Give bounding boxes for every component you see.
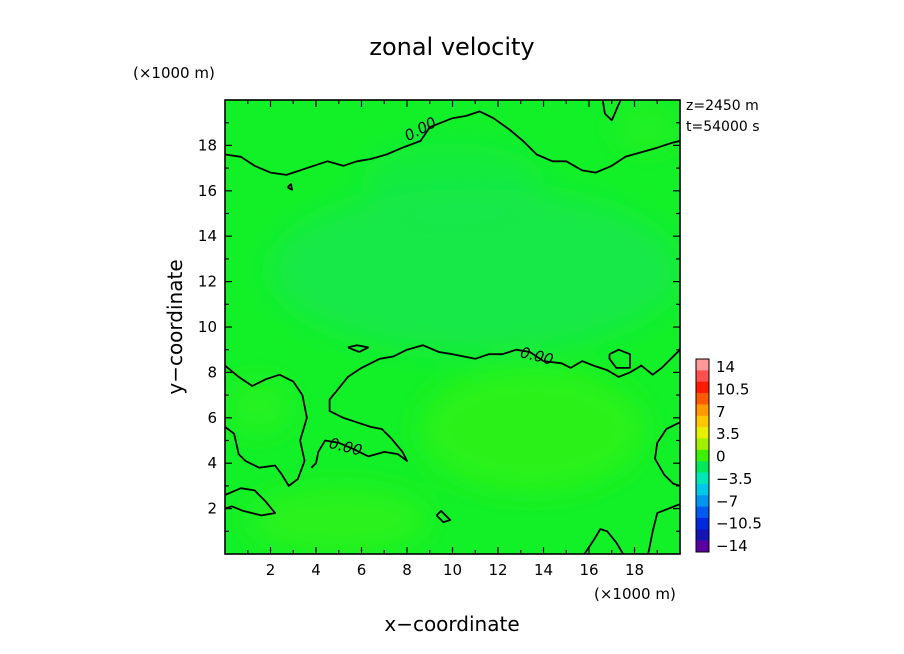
level-annotation: z=2450 m <box>686 98 759 114</box>
zero-contours <box>225 100 680 554</box>
colorbar-swatch-11 <box>696 483 709 496</box>
colorbar-label-7: −10.5 <box>716 515 762 533</box>
x-tick-label-16: 16 <box>579 561 598 579</box>
x-tick-label-2: 2 <box>266 561 276 579</box>
contour-line-11 <box>583 528 624 554</box>
contour-line-3 <box>225 364 308 487</box>
y-tick-label-12: 12 <box>198 273 217 291</box>
contour-line-6 <box>347 344 370 353</box>
colorbar-label-0: 14 <box>716 358 735 376</box>
field-region-1 <box>361 143 544 216</box>
x-tick-label-12: 12 <box>488 561 507 579</box>
colorbar-label-3: 3.5 <box>716 425 740 443</box>
contour-line-5 <box>225 487 276 517</box>
colorbar-frame <box>695 358 710 553</box>
chart-title: zonal velocity <box>369 33 534 61</box>
colorbar <box>695 358 710 553</box>
colorbar-swatch-9 <box>696 461 709 473</box>
y-tick-label-2: 2 <box>207 500 217 518</box>
y-tick-label-10: 10 <box>198 318 217 336</box>
x-unit-label: (×1000 m) <box>594 585 676 603</box>
y-tick-label-4: 4 <box>207 454 217 472</box>
field-region-2 <box>418 365 646 493</box>
contour-line-8 <box>608 348 631 369</box>
y-axis-label: y−coordinate <box>163 259 187 394</box>
colorbar-swatch-13 <box>696 506 709 519</box>
colorbar-label-8: −14 <box>716 537 748 555</box>
colorbar-swatch-6 <box>696 427 709 439</box>
colorbar-label-2: 7 <box>716 403 726 421</box>
colorbar-swatch-0 <box>696 359 709 371</box>
colorbar-swatch-15 <box>696 529 709 541</box>
field-region-0 <box>270 188 680 352</box>
y-unit-label: (×1000 m) <box>133 64 215 82</box>
colorbar-swatch-7 <box>696 438 709 451</box>
contour-line-10 <box>647 503 680 554</box>
x-axis-label: x−coordinate <box>384 612 519 636</box>
x-tick-label-4: 4 <box>311 561 321 579</box>
y-tick-label-6: 6 <box>207 409 217 427</box>
colorbar-labels: 14 10.5 7 3.5 0 −3.5 −7 −10.5 −14 <box>716 358 762 555</box>
colorbar-swatch-10 <box>696 472 709 485</box>
colorbar-swatch-8 <box>696 449 709 462</box>
colorbar-swatch-14 <box>696 517 709 530</box>
field-region-4 <box>225 379 294 434</box>
colorbar-swatch-12 <box>696 495 709 507</box>
x-tick-label-10: 10 <box>443 561 462 579</box>
colorbar-swatch-4 <box>696 404 709 417</box>
y-tick-label-16: 16 <box>198 182 217 200</box>
contour-line-4 <box>310 344 680 469</box>
contour-line-7 <box>435 510 452 524</box>
y-tick-labels: 2 4 6 8 10 12 14 16 18 <box>198 136 217 517</box>
contour-line-9 <box>654 421 680 487</box>
x-tick-label-18: 18 <box>625 561 644 579</box>
colorbar-swatch-2 <box>696 381 709 394</box>
colorbar-swatch-1 <box>696 370 709 383</box>
axis-ticks <box>225 100 680 554</box>
colorbar-label-1: 10.5 <box>716 380 749 398</box>
time-annotation: t=54000 s <box>686 119 760 135</box>
colorbar-label-6: −7 <box>716 492 738 510</box>
colorbar-swatch-3 <box>696 393 709 405</box>
y-tick-label-14: 14 <box>198 227 217 245</box>
velocity-field <box>225 100 680 554</box>
y-tick-label-8: 8 <box>207 363 217 381</box>
x-tick-label-6: 6 <box>357 561 367 579</box>
contour-line-0 <box>225 110 680 176</box>
colorbar-label-4: 0 <box>716 448 726 466</box>
x-tick-label-14: 14 <box>534 561 553 579</box>
contour-line-1 <box>286 183 293 191</box>
colorbar-swatch-16 <box>696 540 709 553</box>
field-region-3 <box>247 485 430 554</box>
colorbar-label-5: −3.5 <box>716 470 752 488</box>
y-tick-label-18: 18 <box>198 136 217 154</box>
colorbar-swatch-5 <box>696 415 709 428</box>
x-tick-label-8: 8 <box>402 561 412 579</box>
contour-line-2 <box>601 100 622 122</box>
field-shading <box>225 104 680 554</box>
field-region-5 <box>611 104 680 150</box>
x-tick-labels: 2 4 6 8 10 12 14 16 18 <box>266 561 644 579</box>
